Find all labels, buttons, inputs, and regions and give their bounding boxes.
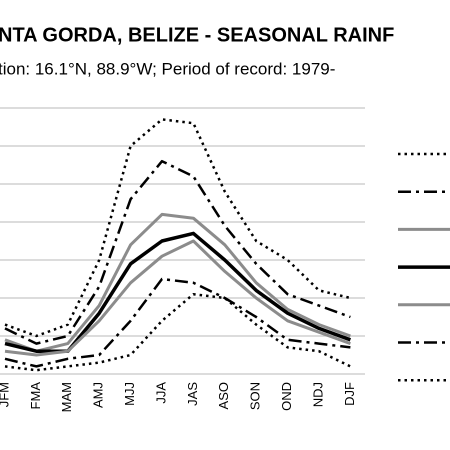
series-line <box>4 231 351 353</box>
series-line <box>4 292 351 372</box>
x-tick-label: FMA <box>28 382 43 410</box>
x-tick-label: ASO <box>216 382 231 409</box>
x-tick-label: JAS <box>185 382 200 406</box>
x-tick-label: MAM <box>59 382 74 412</box>
series-line <box>4 159 351 345</box>
series-line <box>4 118 351 338</box>
x-tick-label: AMJ <box>91 382 106 408</box>
x-tick-label: MJJ <box>122 382 137 406</box>
x-tick-label: JFM <box>0 382 11 407</box>
x-tick-label: SON <box>248 382 263 410</box>
x-tick-label: JJA <box>153 382 168 404</box>
chart-title: NTA GORDA, BELIZE - SEASONAL RAINF <box>0 24 394 46</box>
x-tick-label: DJF <box>342 382 357 406</box>
series-line <box>4 212 351 353</box>
x-tick-label: OND <box>279 382 294 411</box>
series-line <box>4 239 351 357</box>
x-tick-label: NDJ <box>310 382 325 407</box>
chart-subtitle: tion: 16.1°N, 88.9°W; Period of record: … <box>0 59 335 78</box>
series-line <box>4 277 351 368</box>
